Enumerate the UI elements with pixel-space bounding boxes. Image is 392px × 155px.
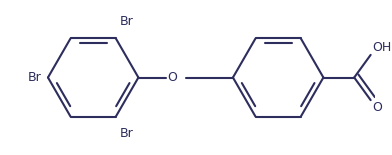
Text: O: O [373,101,383,114]
Text: OH: OH [373,41,392,54]
Text: Br: Br [120,15,134,28]
Text: O: O [167,71,177,84]
Text: Br: Br [120,127,134,140]
Text: Br: Br [28,71,42,84]
